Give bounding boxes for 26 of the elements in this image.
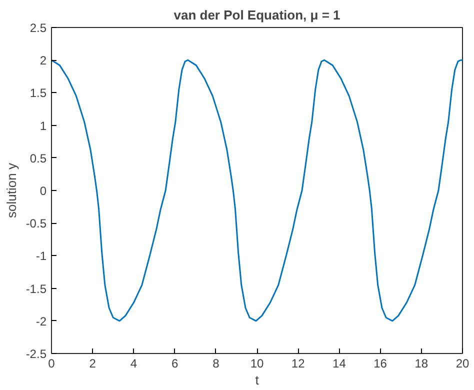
line-series	[52, 59, 462, 322]
chart-title: van der Pol Equation, μ = 1	[174, 8, 340, 22]
y-tick-label: 1.5	[30, 86, 47, 100]
y-tick-label: -2.5	[26, 347, 47, 361]
x-axis-title: t	[255, 372, 260, 388]
y-tick-label: -0.5	[26, 216, 47, 231]
y-tick-label: -2	[36, 314, 47, 328]
y-tick-label: 2	[40, 54, 47, 68]
y-tick-label: -1.5	[26, 282, 47, 296]
y-tick-label: 0.5	[30, 151, 47, 166]
y-tick-label: 0	[40, 184, 47, 198]
y-axis-title: solution y	[4, 162, 19, 218]
x-tick-label: 16	[374, 356, 388, 370]
x-tick-label: 20	[456, 356, 470, 370]
x-tick-label: 12	[291, 356, 306, 370]
x-tick-label: 4	[130, 356, 138, 370]
x-tick-label: 6	[171, 356, 178, 370]
x-tick-label: 14	[332, 356, 346, 370]
y-tick-label: 2.5	[30, 21, 47, 35]
x-tick-label: 0	[48, 356, 56, 370]
x-tick-label: 10	[250, 356, 264, 370]
y-tick-label: 1	[40, 118, 47, 133]
x-tick-label: 8	[212, 356, 220, 370]
x-tick-label: 18	[414, 356, 428, 370]
y-tick-label: -1	[36, 249, 47, 264]
x-tick-label: 2	[89, 356, 96, 370]
